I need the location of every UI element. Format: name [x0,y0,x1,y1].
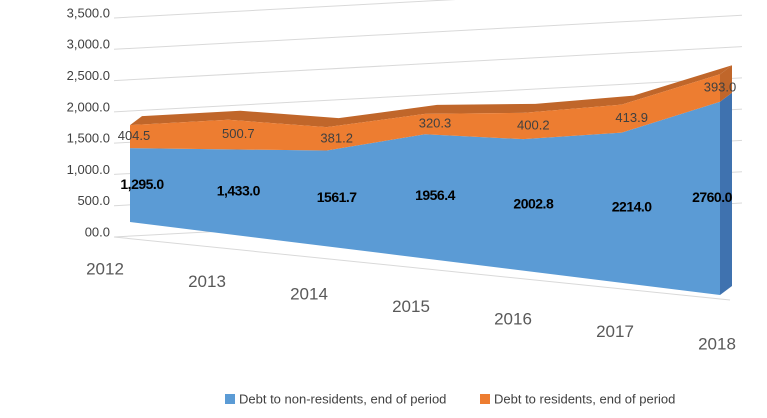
y-tick-label: 2,000.0 [67,99,110,114]
x-tick-label: 2018 [698,334,736,353]
area [130,101,720,295]
grid-line [113,0,456,19]
data-label: 413.9 [615,110,648,125]
data-label: 1561.7 [317,189,358,205]
data-label: 404.5 [118,128,151,143]
y-tick-label: 1,000.0 [67,162,110,177]
x-tick-label: 2015 [392,297,430,316]
y-tick-label: 1,500.0 [67,131,110,146]
legend-swatch [225,394,235,404]
data-label: 393.0 [704,79,737,94]
y-tick-label: 3,000.0 [67,37,110,52]
data-label: 2214.0 [612,198,653,214]
x-tick-label: 2013 [188,272,226,291]
grid-line [113,14,743,50]
y-tick-label: 00.0 [85,224,110,239]
grid-line [113,77,743,113]
y-tick-label: 3,500.0 [67,5,110,20]
data-label: 1956.4 [415,187,456,203]
floor-edge [113,236,731,301]
legend-label: Debt to non-residents, end of period [239,391,446,406]
x-tick-label: 2016 [494,309,532,328]
data-label: 400.2 [517,117,550,132]
data-label: 2760.0 [692,189,733,205]
side-face [720,92,732,295]
area-top-face [130,65,732,128]
y-tick-label: 500.0 [77,193,110,208]
x-tick-label: 2012 [86,259,124,278]
data-label: 2002.8 [513,196,554,212]
data-label: 1,433.0 [217,182,261,198]
data-label: 381.2 [320,130,353,145]
x-tick-label: 2017 [596,322,634,341]
grid-line [113,46,743,82]
x-tick-label: 2014 [290,284,328,303]
data-label: 500.7 [222,126,255,141]
data-label: 1,295.0 [120,176,164,192]
side-face [720,65,732,102]
data-label: 320.3 [419,116,452,131]
legend-label: Debt to residents, end of period [494,391,675,406]
y-tick-label: 2,500.0 [67,68,110,83]
legend-swatch [480,394,490,404]
area [130,74,720,151]
